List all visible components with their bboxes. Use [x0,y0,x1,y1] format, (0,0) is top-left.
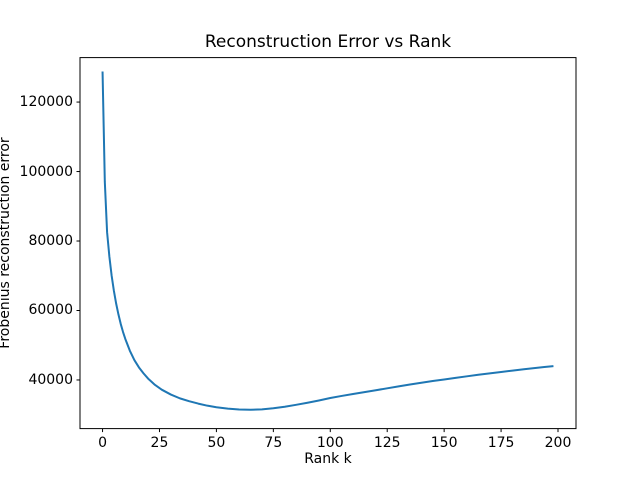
x-tick-label: 25 [150,435,169,451]
x-axis-label: Rank k [304,451,352,467]
y-tick-label: 40000 [28,371,73,388]
x-tick-label: 175 [487,435,515,451]
y-axis-label: Frobenius reconstruction error [0,137,13,349]
y-tick-label: 80000 [28,233,73,250]
error-curve-line [101,71,554,411]
x-tick-label: 50 [207,435,226,451]
y-tick-label: 100000 [19,163,73,180]
y-tick-label: 60000 [28,302,73,319]
x-tick-label: 150 [430,435,458,451]
y-tick-label: 120000 [19,94,73,111]
chart-title: Reconstruction Error vs Rank [204,32,452,52]
x-tick-label: 0 [98,435,107,451]
x-tick-label: 200 [544,435,572,451]
x-tick-label: 125 [373,435,401,451]
x-tick-label: 100 [316,435,344,451]
x-tick-label: 75 [264,435,283,451]
axes-spines [79,57,577,430]
